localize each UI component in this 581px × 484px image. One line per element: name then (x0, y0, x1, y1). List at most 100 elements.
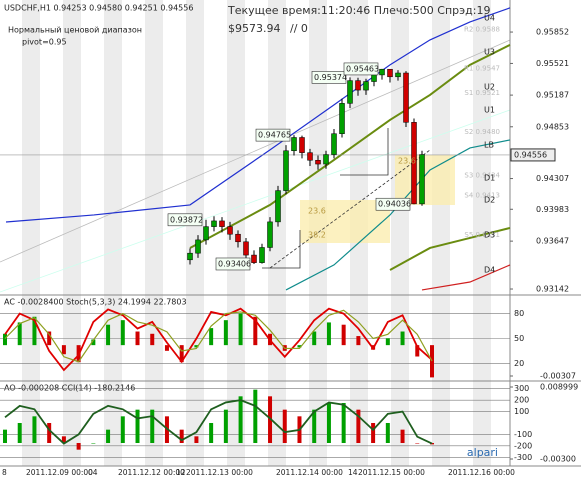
histogram-bar (326, 322, 331, 346)
histogram-bar (61, 345, 66, 355)
price-label-box (167, 213, 203, 227)
histogram-bar (47, 331, 52, 346)
price-label: 0.95374 (314, 73, 347, 82)
price-label: 0.93872 (170, 215, 203, 224)
y-tick-label: -0.00307 (540, 372, 576, 381)
level-label: U3 (484, 47, 495, 56)
chart-title: USDCHF,H1 0.94253 0.94580 0.94251 0.9455… (4, 4, 193, 13)
oscillator-line (4, 307, 433, 372)
histogram-bar (61, 436, 66, 443)
y-tick-label: 0.93983 (536, 205, 569, 214)
pivot-label: R1 0.9547 (464, 64, 500, 72)
y-tick-label: 300 (514, 384, 529, 393)
histogram-bar (415, 442, 420, 444)
histogram-bar (400, 429, 405, 443)
candle-body (227, 226, 233, 235)
x-tick-label: 8 (2, 468, 7, 477)
histogram-bar (223, 409, 228, 443)
y-tick-label: 20 (514, 359, 524, 368)
candle-body (283, 150, 289, 191)
watermark: alpari (467, 446, 498, 459)
balance-note: // 0 (290, 22, 308, 35)
candle-body (275, 190, 281, 223)
histogram-bar (91, 442, 96, 444)
candle-body (259, 247, 265, 263)
y-tick-label: 0.95187 (536, 91, 569, 100)
histogram-bar (17, 422, 22, 443)
price-label: 0.94765 (258, 131, 291, 140)
indicator-param: pivot=0.95 (22, 38, 67, 47)
candle-body (339, 103, 345, 134)
candle-body (267, 221, 273, 248)
level-label: U1 (484, 105, 495, 114)
level-label: U4 (484, 14, 495, 23)
histogram-bar (3, 429, 7, 443)
histogram-bar (194, 345, 199, 348)
candle-body (395, 72, 401, 78)
x-tick-label: 14 (348, 468, 358, 477)
histogram-bar (179, 429, 184, 443)
histogram-bar (385, 338, 390, 346)
x-tick-label: 2011.12.09 00:00 (26, 468, 93, 477)
histogram-bar (238, 313, 243, 346)
level-label: U2 (484, 82, 495, 91)
candle-body (419, 154, 425, 205)
histogram-bar (135, 409, 140, 443)
level-label: D1 (484, 173, 495, 182)
x-tick-label: 2011.12.12 00:00 (118, 468, 185, 477)
y-tick-label: 0.94853 (536, 122, 569, 131)
trend-line (269, 149, 431, 269)
y-tick-label: 0.95852 (536, 28, 569, 37)
candle-body (355, 80, 361, 91)
candle-body (235, 233, 241, 243)
pivot-label: S1 0.9521 (464, 89, 500, 97)
histogram-bar (312, 331, 317, 346)
x-tick-label: 2011.12.14 00:00 (276, 468, 343, 477)
stripe (227, 0, 245, 466)
y-tick-label: 0.93647 (536, 237, 569, 246)
histogram-bar (120, 416, 125, 443)
level-label: D3 (484, 230, 495, 239)
candle-body (411, 122, 417, 205)
histogram-bar (341, 324, 346, 346)
level-label: D4 (484, 265, 495, 274)
indicator-name: Нормальный ценовой диапазон (8, 26, 142, 35)
x-tick-label: 04 (88, 468, 98, 477)
y-tick-label: 200 (514, 396, 529, 405)
candle-body (315, 159, 321, 165)
x-tick-label: 2011.12.13 00:00 (186, 468, 253, 477)
fibo-label: 23.6 (308, 207, 326, 216)
y-tick-label: 0.008999 (540, 383, 578, 392)
histogram-bar (91, 339, 96, 346)
histogram-bar (32, 316, 37, 346)
price-label: 0.95463 (346, 64, 379, 73)
histogram-bar (135, 331, 140, 346)
candle-body (187, 252, 193, 261)
y-tick-label: 0.93142 (536, 285, 569, 294)
histogram-bar (76, 442, 81, 450)
candle-body (347, 80, 353, 104)
histogram-bar (47, 422, 52, 443)
histogram-bar (326, 402, 331, 443)
stripe (391, 0, 409, 466)
histogram-bar (415, 345, 420, 357)
candle-body (251, 254, 257, 263)
indicator-line (285, 139, 511, 291)
histogram-bar (341, 402, 346, 443)
indicator-line (5, 7, 511, 223)
histogram-bar (3, 333, 7, 346)
indicator-line (189, 43, 511, 249)
histogram-bar (32, 416, 37, 443)
stripe (145, 0, 163, 466)
header-info: Текущее время:11:20:46 Плечо:500 Спрэд:1… (227, 4, 491, 17)
panel-title: AO -0.000208 CCI(14) -180.2146 (4, 384, 135, 393)
fibo-zone (300, 200, 390, 243)
level-label: D2 (484, 195, 495, 204)
histogram-bar (253, 389, 258, 443)
oscillator-line (4, 309, 433, 363)
level-label: LB (484, 140, 494, 149)
histogram-bar (297, 345, 302, 348)
histogram-bar (209, 422, 214, 443)
swing-line (262, 230, 301, 269)
